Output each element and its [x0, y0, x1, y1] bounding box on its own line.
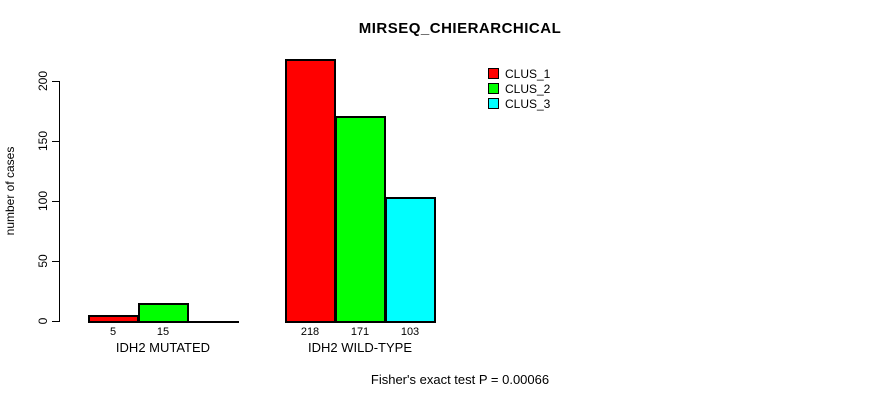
- y-axis-tick-label-text: 0: [36, 317, 50, 325]
- legend-swatch-icon: [488, 98, 499, 109]
- bar-value-label: 103: [400, 326, 420, 338]
- x-axis-baseline: [285, 321, 436, 323]
- legend-label: CLUS_2: [505, 81, 551, 96]
- bar-clus_3-idh2-wild-type: [385, 197, 436, 323]
- y-axis-tick: [52, 321, 59, 322]
- y-axis-tick: [52, 141, 59, 142]
- legend-entry-clus_2: CLUS_2: [488, 81, 550, 96]
- bar-value-label: 218: [300, 326, 320, 338]
- legend-label: CLUS_1: [505, 66, 551, 81]
- bar-clus_1-idh2-wild-type: [285, 59, 336, 323]
- y-axis-line: [59, 81, 60, 322]
- bar-value-label: 171: [350, 326, 370, 338]
- legend-entry-clus_3: CLUS_3: [488, 96, 550, 111]
- bar-clus_2-idh2-wild-type: [335, 116, 386, 323]
- x-axis-baseline: [88, 321, 239, 323]
- y-axis-tick-label-text: 50: [36, 254, 50, 268]
- y-axis-tick-label-text: 200: [36, 70, 50, 92]
- y-axis-tick: [52, 81, 59, 82]
- legend-swatch-icon: [488, 68, 499, 79]
- category-label: IDH2 WILD-TYPE: [307, 340, 413, 355]
- y-axis-tick: [52, 261, 59, 262]
- legend-swatch-icon: [488, 83, 499, 94]
- legend-entry-clus_1: CLUS_1: [488, 66, 550, 81]
- annotation-text: Fisher's exact test P = 0.00066: [370, 372, 550, 387]
- bar-value-label: 5: [109, 326, 117, 338]
- y-axis-title-text: number of cases: [3, 146, 17, 236]
- legend-label: CLUS_3: [505, 96, 551, 111]
- bar-value-label: 15: [156, 326, 170, 338]
- chart-title: MIRSEQ_CHIERARCHICAL: [358, 20, 562, 37]
- category-label: IDH2 MUTATED: [115, 340, 211, 355]
- y-axis-tick: [52, 201, 59, 202]
- y-axis-tick-label-text: 150: [36, 130, 50, 152]
- bar-clus_2-idh2-mutated: [138, 303, 189, 323]
- legend: CLUS_1 CLUS_2 CLUS_3: [488, 66, 550, 111]
- y-axis-tick-label-text: 100: [36, 190, 50, 212]
